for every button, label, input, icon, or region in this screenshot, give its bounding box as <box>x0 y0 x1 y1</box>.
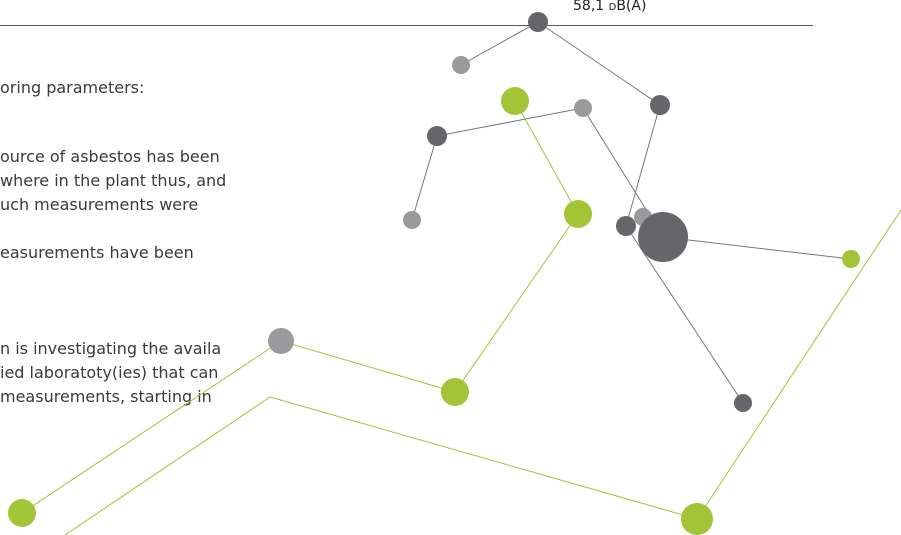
sound-level: 58,1 dB(A) <box>573 0 647 14</box>
text-line: oring parameters: <box>0 78 145 97</box>
text-line: measurements, starting in <box>0 387 212 406</box>
text-line: easurements have been <box>0 243 194 262</box>
text-line: where in the plant thus, and <box>0 171 227 190</box>
text-line: uch measurements were <box>0 195 199 214</box>
text-line: ource of asbestos has been <box>0 147 220 166</box>
text-line: n is investigating the availa <box>0 339 222 358</box>
header-rule <box>0 25 813 26</box>
text-line: ied laboratoty(ies) that can <box>0 363 219 382</box>
